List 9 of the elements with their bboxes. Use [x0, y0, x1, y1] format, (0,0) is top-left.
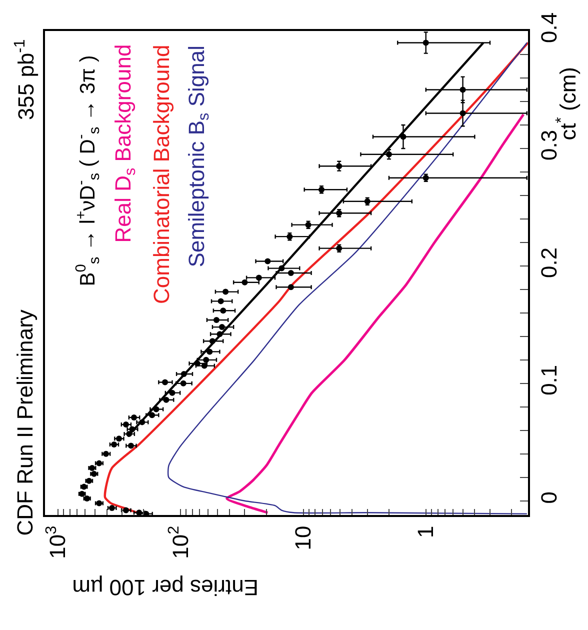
text: CDF Run II Preliminary — [12, 310, 38, 536]
y-tick-label: 0.4 — [536, 12, 562, 43]
y-tick-label: 0.1 — [536, 364, 562, 396]
x-tick-label: 1 — [413, 526, 438, 538]
text: Combinatorial Background — [148, 44, 174, 304]
x-axis-title: Entries per 100 µm — [72, 575, 258, 600]
x-tick-label: 10 — [290, 526, 316, 550]
y-tick-label: 0.2 — [536, 247, 562, 278]
y-tick-label: 0 — [536, 491, 562, 504]
